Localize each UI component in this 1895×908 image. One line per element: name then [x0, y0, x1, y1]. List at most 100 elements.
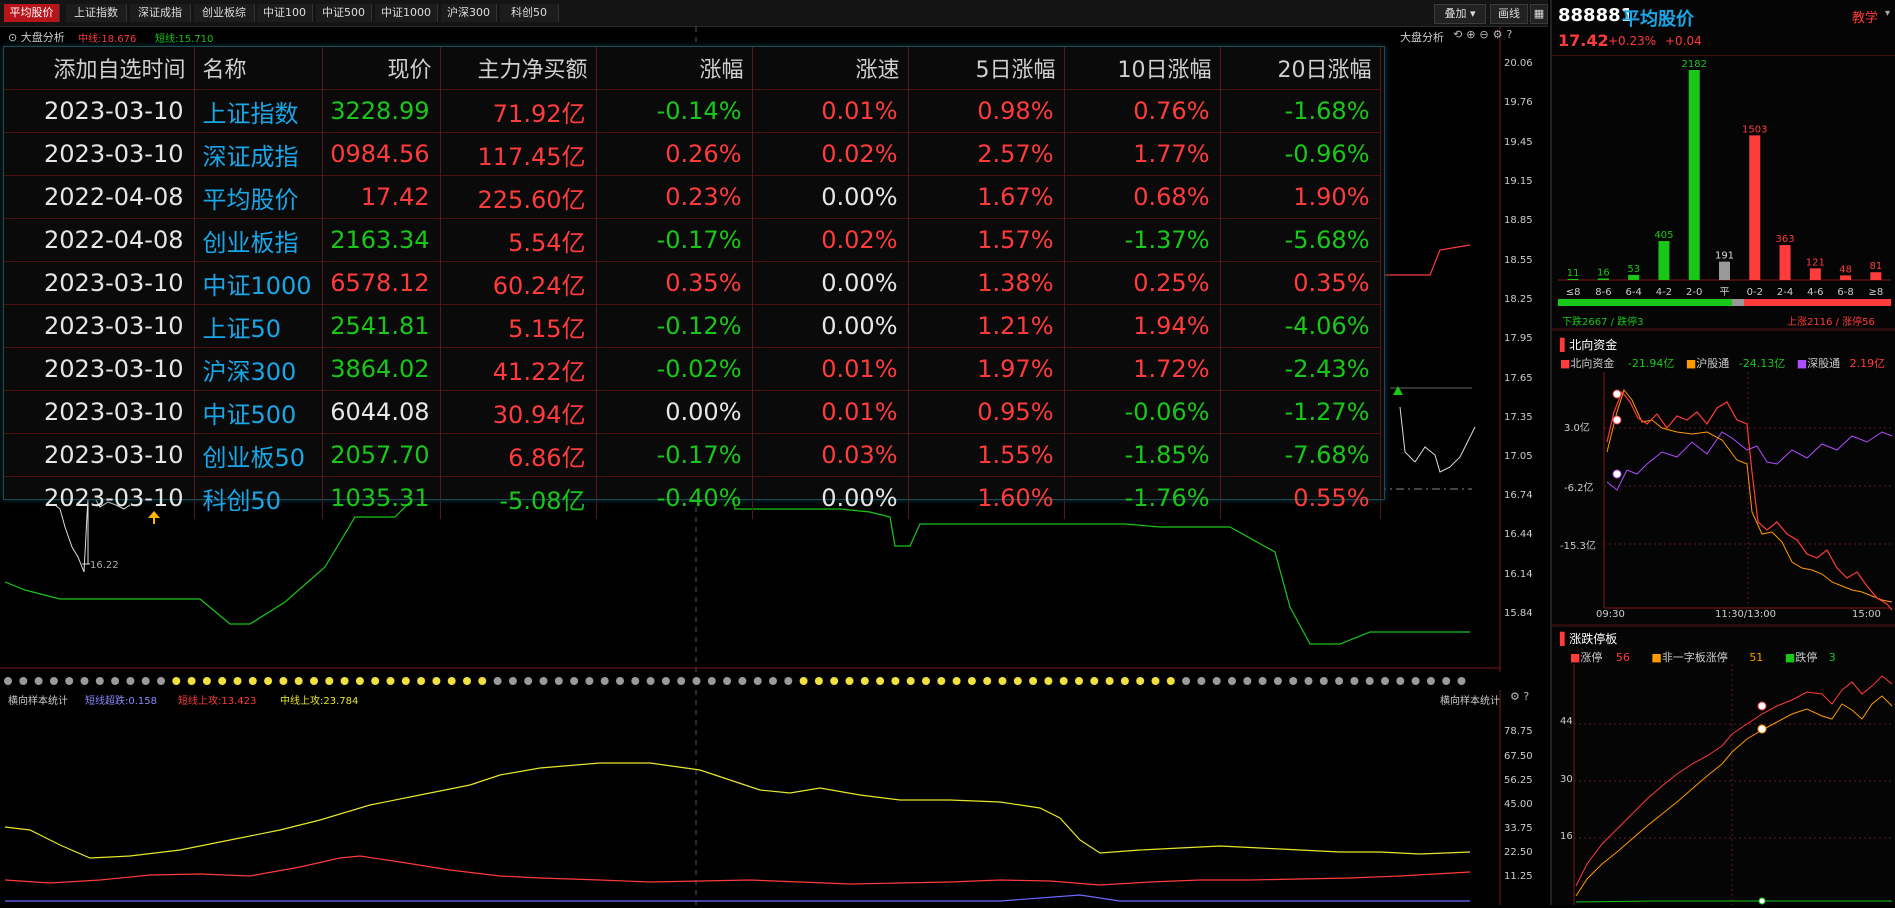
cell-change-5d: 0.98%: [908, 89, 1065, 133]
table-row[interactable]: 2023-03-10 沪深300 3864.02 41.22亿 -0.02% 0.01% 1…: [4, 347, 1381, 391]
cell-speed: 0.00%: [752, 476, 909, 519]
table-row[interactable]: 2022-04-08 创业板指 2163.34 5.54亿 -0.17% 0.02% 1.5…: [4, 218, 1381, 262]
cell-name: 创业板指: [194, 218, 323, 262]
tab-csi1000[interactable]: 中证1000: [375, 4, 438, 22]
signal-dot: [937, 677, 946, 685]
col-header-net-buy[interactable]: 主力净买额: [440, 47, 597, 90]
cell-change-10d: -1.85%: [1064, 433, 1221, 477]
index-tab-bar: 平均股价 上证指数 深证成指 创业板综 中证100 中证500 中证1000 沪…: [0, 0, 1548, 27]
dist-category-label: 4-6: [1807, 287, 1823, 298]
cell-speed: 0.03%: [752, 433, 909, 477]
signal-dot: [1289, 677, 1298, 685]
teach-link[interactable]: 教学: [1852, 11, 1879, 26]
signal-dot: [554, 677, 563, 685]
dist-bar: [1840, 275, 1852, 280]
cell-change: -0.40%: [596, 476, 753, 519]
table-row[interactable]: 2023-03-10 创业板50 2057.70 6.86亿 -0.17% 0.03% 1.…: [4, 433, 1381, 477]
table-row[interactable]: 2023-03-10 科创50 1035.31 -5.08亿 -0.40% 0.00% 1.…: [4, 476, 1381, 519]
dist-category-label: 2-4: [1777, 287, 1793, 298]
oversold-value: 短线超跌:0.158: [85, 696, 157, 707]
col-header-10d[interactable]: 10日涨幅: [1064, 47, 1221, 90]
tab-avg-price[interactable]: 平均股价: [4, 4, 60, 22]
table-row[interactable]: 2023-03-10 中证500 6044.08 30.94亿 0.00% 0.01% 0.…: [4, 390, 1381, 434]
limit-board-legend: ■涨停 56 ■非一字板涨停 51 ■跌停 3: [1570, 651, 1836, 664]
main-chart-tool-icons[interactable]: ⟲⊕⊖⚙?: [1453, 28, 1517, 41]
sub-y-tick: 11.25: [1504, 871, 1533, 882]
table-row[interactable]: 2023-03-10 上证指数 3228.99 71.92亿 -0.14% 0.01% 0.…: [4, 89, 1381, 133]
limit-y-tick: 16: [1560, 831, 1573, 842]
north-fund-title-text: 北向资金: [1569, 338, 1618, 352]
mid-line-series: [1380, 244, 1471, 276]
dist-value-label: 53: [1627, 264, 1640, 275]
main-chart-title: 大盘分析: [20, 31, 65, 44]
signal-dot: [218, 677, 227, 685]
sub-settings-icon[interactable]: ⚙ ?: [1510, 690, 1530, 703]
chevron-down-icon[interactable]: ▾: [1885, 8, 1891, 19]
north-y-tick: -15.3亿: [1560, 541, 1596, 552]
col-header-price[interactable]: 现价: [322, 47, 441, 90]
signal-dot: [1396, 677, 1405, 685]
cell-change-10d: -1.76%: [1064, 476, 1221, 519]
legend-non-oneword-label: 非一字板涨停: [1661, 651, 1728, 664]
sub-y-tick: 45.00: [1504, 799, 1533, 810]
event-marker: [1757, 724, 1767, 734]
collapse-icon[interactable]: ⊙: [8, 31, 18, 44]
dist-category-label: 平: [1720, 287, 1730, 298]
signal-dot: [1059, 677, 1068, 685]
signal-dot: [845, 677, 854, 685]
signal-dot: [524, 677, 533, 685]
tab-chinext-composite[interactable]: 创业板综: [194, 4, 255, 22]
signal-dot: [1044, 677, 1053, 685]
signal-dot: [65, 677, 74, 685]
right-info-panel: 888881 平均股价 教学 ▾ 17.42 +0.23% +0.04 11 ≤8…: [1550, 0, 1895, 905]
tab-csi100[interactable]: 中证100: [257, 4, 313, 22]
cell-change-20d: 0.35%: [1220, 261, 1381, 305]
dist-category-label: 0-2: [1747, 287, 1763, 298]
cell-speed: 0.01%: [752, 390, 909, 434]
legend-limit-down-value: 3: [1828, 651, 1836, 664]
tab-sz-component[interactable]: 深证成指: [130, 4, 191, 22]
col-header-added-time[interactable]: 添加自选时间: [4, 47, 195, 90]
col-header-speed[interactable]: 涨速: [752, 47, 909, 90]
col-header-change[interactable]: 涨幅: [596, 47, 753, 90]
cell-date: 2023-03-10: [4, 132, 195, 176]
signal-dot: [677, 677, 686, 685]
col-header-name[interactable]: 名称: [194, 47, 323, 90]
grid-icon[interactable]: ▦: [1530, 4, 1548, 24]
col-header-5d[interactable]: 5日涨幅: [908, 47, 1065, 90]
table-row[interactable]: 2023-03-10 上证50 2541.81 5.15亿 -0.12% 0.00% 1.2…: [4, 304, 1381, 348]
signal-dot: [371, 677, 380, 685]
signal-dot: [631, 677, 640, 685]
draw-line-button[interactable]: 画线: [1490, 4, 1528, 24]
tab-star50[interactable]: 科创50: [500, 4, 559, 22]
cell-price: 3228.99: [322, 89, 441, 133]
signal-dot: [355, 677, 364, 685]
cell-name: 中证500: [194, 390, 323, 434]
signal-dot: [600, 677, 609, 685]
signal-dot: [248, 677, 257, 685]
signal-dot: [830, 677, 839, 685]
tab-csi300[interactable]: 沪深300: [441, 4, 497, 22]
y-tick: 16.44: [1504, 529, 1533, 540]
signal-dot: [692, 677, 701, 685]
col-header-20d[interactable]: 20日涨幅: [1220, 47, 1381, 90]
overlay-button[interactable]: 叠加 ▾: [1434, 4, 1486, 24]
tab-csi500[interactable]: 中证500: [316, 4, 372, 22]
signal-dot: [478, 677, 487, 685]
y-tick: 17.95: [1504, 333, 1533, 344]
signal-dot: [1381, 677, 1389, 685]
signal-dot: [1029, 677, 1038, 685]
y-tick: 19.15: [1504, 176, 1533, 187]
legend-limit-up-label: 涨停: [1580, 651, 1603, 664]
signal-dot: [891, 677, 900, 685]
table-row[interactable]: 2022-04-08 平均股价 17.42 225.60亿 0.23% 0.00% 1.67…: [4, 175, 1381, 219]
table-row[interactable]: 2023-03-10 中证1000 6578.12 60.24亿 0.35% 0.00% 1…: [4, 261, 1381, 305]
table-row[interactable]: 2023-03-10 深证成指 0984.56 117.45亿 0.26% 0.02% 2.…: [4, 132, 1381, 176]
cell-name: 上证50: [194, 304, 323, 348]
signal-dot: [1319, 677, 1328, 685]
signal-dot: [1243, 677, 1252, 685]
tab-sh-index[interactable]: 上证指数: [66, 4, 127, 22]
short-line-value: 短线:15.710: [155, 34, 214, 45]
mid-attack-value: 中线上攻:23.784: [280, 696, 359, 707]
sample-stats-panel: 横向样本统计 短线超跌:0.158 短线上攻:13.423 中线上攻:23.78…: [0, 690, 1548, 905]
